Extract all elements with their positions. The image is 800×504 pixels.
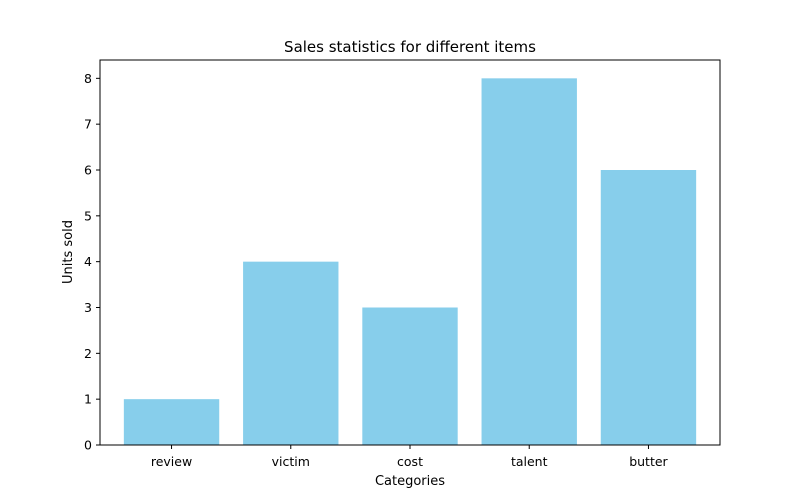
y-tick-label-4: 4 [84,254,92,269]
x-tick-label-victim: victim [272,454,310,469]
y-axis-ticks: 0 1 2 3 4 5 6 7 8 [84,71,100,453]
y-tick-label-2: 2 [84,346,92,361]
y-tick-label-0: 0 [84,438,92,453]
bar-victim [243,261,339,445]
y-tick-label-7: 7 [84,117,92,132]
plot-frame [99,59,721,446]
bar-butter [600,170,697,445]
x-tick-label-talent: talent [511,454,548,469]
y-tick-label-6: 6 [84,163,92,178]
y-tick-label-8: 8 [84,71,92,86]
bar-talent [481,78,577,445]
y-tick-label-5: 5 [84,208,92,223]
bar-cost [362,307,458,445]
bars-group [123,78,697,445]
y-tick-label-3: 3 [84,300,92,315]
x-tick-label-cost: cost [397,454,423,469]
y-tick-label-1: 1 [84,392,92,407]
y-axis-label: Units sold [61,220,76,284]
x-axis-ticks: review victim cost talent butter [151,445,669,469]
chart-title: Sales statistics for different items [284,38,536,56]
bar-review [123,399,220,445]
x-axis-label: Categories [375,474,445,489]
x-tick-label-review: review [151,454,192,469]
x-tick-label-butter: butter [629,454,668,469]
